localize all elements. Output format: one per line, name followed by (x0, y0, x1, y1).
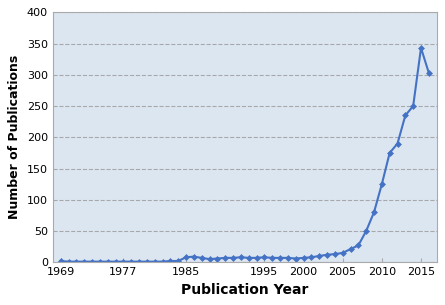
X-axis label: Publication Year: Publication Year (181, 283, 308, 297)
Y-axis label: Number of Publications: Number of Publications (8, 55, 21, 219)
